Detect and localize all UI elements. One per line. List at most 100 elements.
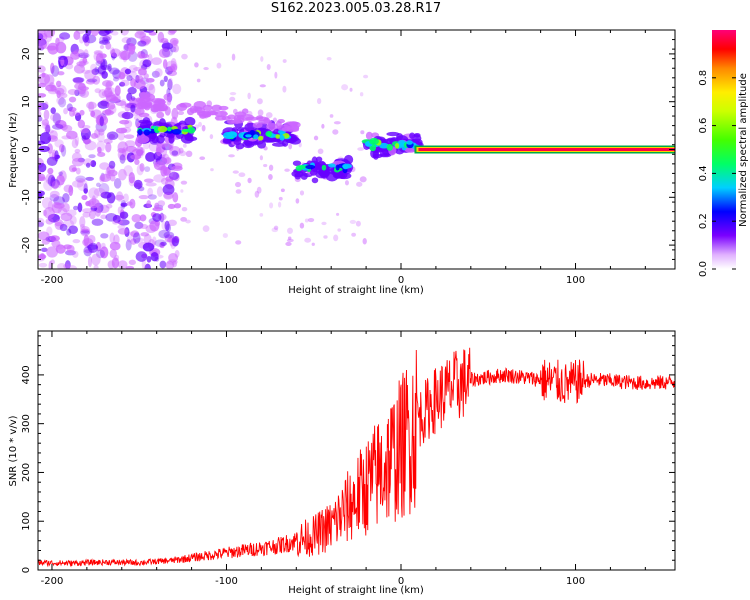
spectrogram-blob — [49, 190, 60, 199]
spectrogram-blob — [62, 192, 70, 203]
spectrogram-blob — [73, 30, 81, 41]
spectrogram-blob — [259, 155, 263, 161]
spectrogram-blob — [144, 263, 151, 269]
spectrogram-blob — [146, 256, 152, 263]
spectrogram-blob — [109, 47, 115, 57]
spectrogram-blob — [50, 113, 62, 122]
spectrogram-blob — [42, 209, 47, 217]
spectrogram-blob — [66, 244, 75, 254]
spectrogram-blob — [263, 117, 271, 124]
spectrogram-blob — [131, 213, 142, 223]
spectrogram-blob — [38, 33, 44, 41]
spectrogram-blob — [163, 75, 168, 83]
spectrogram-blob — [138, 119, 150, 124]
spectrogram-blob — [203, 66, 209, 71]
spectrogram-blob — [228, 154, 235, 158]
spectrogram-blob — [160, 241, 167, 246]
spectrogram-blob — [90, 132, 99, 139]
spectrogram-blob — [284, 168, 290, 172]
spectrogram-blob — [154, 239, 167, 247]
spectrogram-blob — [63, 263, 70, 269]
spectrogram-blob — [259, 84, 266, 88]
spectrogram-blob — [47, 167, 54, 175]
spectrogram-blob — [109, 241, 121, 251]
spectrogram-blob — [38, 231, 50, 241]
spectrogram-blob — [173, 203, 182, 209]
spectrogram-blob — [119, 211, 129, 220]
snr-xtick-label: 0 — [398, 576, 404, 587]
spectrogram-blob — [121, 111, 134, 120]
spectrogram-blob — [150, 252, 159, 262]
spectrogram-blob — [170, 46, 177, 53]
spectrogram-blob — [135, 251, 148, 262]
spectrogram-blob — [172, 44, 179, 53]
spectrogram-blob — [127, 87, 137, 95]
spectrogram-blob — [80, 128, 90, 134]
spectrogram-blob — [56, 174, 65, 186]
spectrogram-blob — [90, 63, 97, 72]
spectrogram-blob — [139, 163, 145, 172]
spectrogram-blob — [227, 114, 236, 120]
spectrogram-blob — [86, 101, 97, 110]
spectrogram-blob — [105, 92, 116, 102]
spectrogram-blob — [50, 84, 58, 93]
colorbar-tick-label: 0.8 — [698, 70, 709, 86]
spectrogram-blob — [273, 225, 279, 230]
spectrogram-blob — [128, 259, 136, 266]
spectrogram-blob — [145, 182, 157, 187]
spectrogram-blob — [182, 143, 187, 148]
spectrogram-blob — [138, 53, 150, 59]
spectrogram-blob — [115, 127, 128, 134]
spectrogram-blob — [171, 107, 179, 120]
spectrogram-blob — [333, 121, 341, 125]
spectrogram-blob — [50, 62, 55, 74]
spectrogram-blob — [41, 238, 50, 245]
spectrogram-blob — [163, 192, 173, 199]
snr-xtick-label: -100 — [215, 576, 238, 587]
spectrogram-blob — [57, 71, 65, 76]
spectrogram-blob — [57, 55, 68, 60]
spectrogram-blob — [231, 53, 236, 61]
spectrogram-blob — [66, 130, 78, 140]
spectrogram-blob — [216, 62, 222, 69]
spectrogram-blob — [98, 128, 105, 136]
spectrogram-blob — [277, 124, 291, 131]
spectrogram-blob — [60, 212, 73, 222]
spectrogram-blob — [94, 88, 102, 94]
spectrogram-blob — [130, 238, 137, 245]
spectrogram-blob — [90, 30, 100, 37]
spectrogram-blob — [260, 56, 264, 62]
spectrogram-blob — [126, 75, 133, 82]
spectrogram-blob — [60, 57, 65, 67]
spectrogram-blob — [111, 48, 116, 61]
spectrogram-blob — [38, 170, 42, 179]
spectrogram-blob — [257, 98, 263, 105]
spectrogram-blob — [313, 135, 319, 141]
colorbar-tick-label: 0.4 — [698, 165, 709, 181]
spectrogram-blob — [43, 101, 49, 109]
spectrogram-blob — [147, 194, 157, 200]
spectrogram-blob — [259, 212, 264, 217]
spectrogram-blob — [49, 130, 58, 140]
spectrogram-blob — [107, 169, 118, 177]
colorbar-gradient — [712, 30, 736, 269]
spectrogram-blob — [82, 57, 88, 64]
spectrogram-blob — [41, 197, 53, 209]
spectrogram-blob — [51, 123, 64, 130]
spectrogram-blob — [165, 260, 175, 269]
spectrogram-blob — [74, 82, 86, 90]
colorbar-ticks: 0.0 0.2 0.4 0.6 0.8 — [698, 70, 736, 277]
spectrogram-blob — [359, 176, 367, 183]
spectrogram-blob — [125, 265, 134, 269]
spectrogram-blob — [275, 134, 281, 139]
spectrogram-blob — [299, 222, 305, 229]
colorbar-label: Normalized spectral amplitude — [738, 73, 749, 227]
spectrogram-blob — [138, 194, 149, 200]
spectrogram-blob — [145, 152, 156, 162]
spectrogram-blob — [161, 42, 174, 50]
spectrogram-blob — [164, 157, 172, 165]
spectrogram-blob — [61, 135, 72, 140]
spectrogram-blob — [72, 250, 79, 258]
spectrogram-blob — [171, 236, 180, 247]
